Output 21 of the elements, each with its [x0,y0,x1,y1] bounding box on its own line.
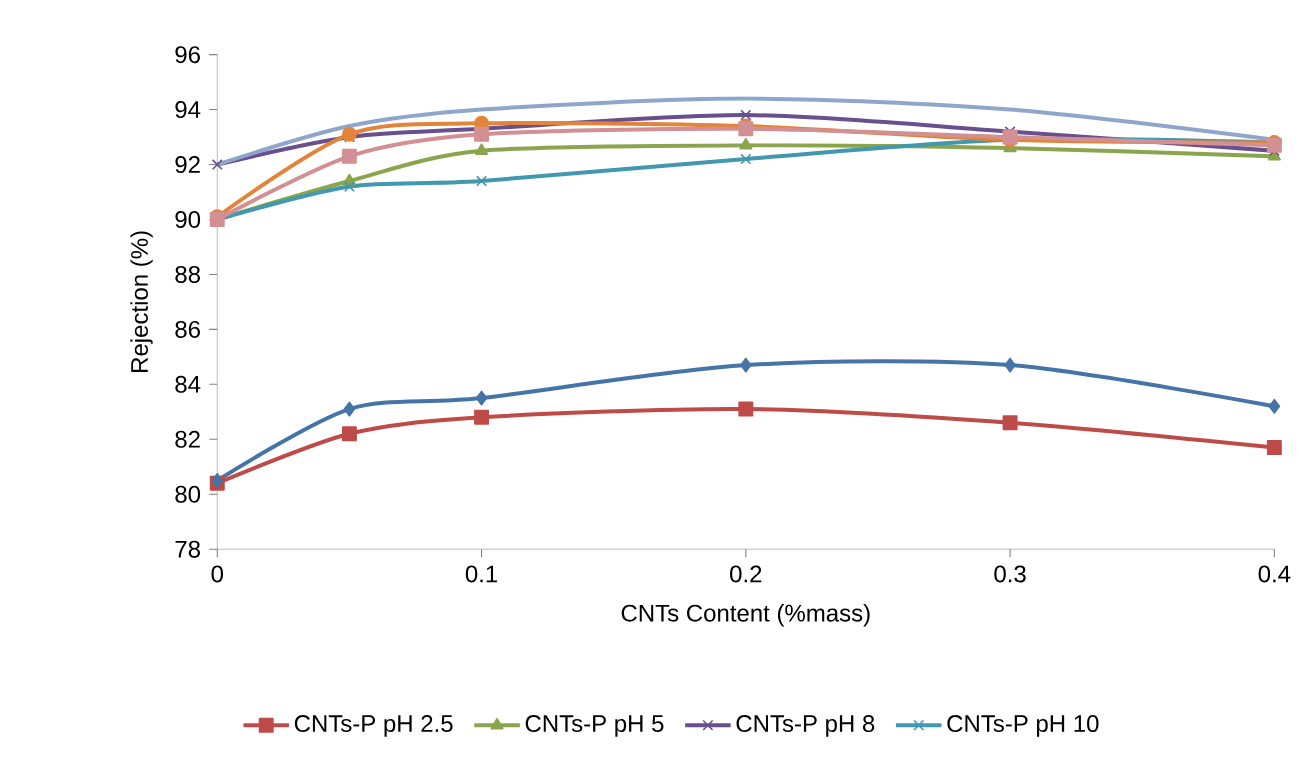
y-tick-label: 82 [175,430,200,448]
x-axis-title: CNTs Content (%mass) [621,603,870,627]
legend-label: CNTs-P pH 2.5 [294,714,453,737]
y-tick-label: 86 [175,320,200,338]
legend-label: CNTs-P pH 10 [947,714,1099,737]
y-tick-label: 80 [175,485,201,503]
x-tick-label: 0.4 [1258,565,1291,583]
y-tick-label: 88 [175,265,200,283]
y-tick-label: 78 [175,540,200,558]
legend-label: CNTs-P pH 8 [736,714,875,737]
y-tick-label: 92 [175,155,200,173]
y-tick-label: 90 [175,210,201,228]
y-tick-label: 94 [175,100,201,118]
x-tick-label: 0.1 [465,565,498,583]
x-tick-label: 0.2 [730,565,762,583]
legend-label: CNTs-P pH 5 [525,714,664,737]
x-tick-label: 0.3 [994,565,1026,583]
y-tick-label: 96 [175,45,200,63]
x-tick-label: 0 [211,565,224,583]
y-tick-label: 84 [175,375,201,393]
y-axis-title: Rejection (%) [130,231,153,372]
